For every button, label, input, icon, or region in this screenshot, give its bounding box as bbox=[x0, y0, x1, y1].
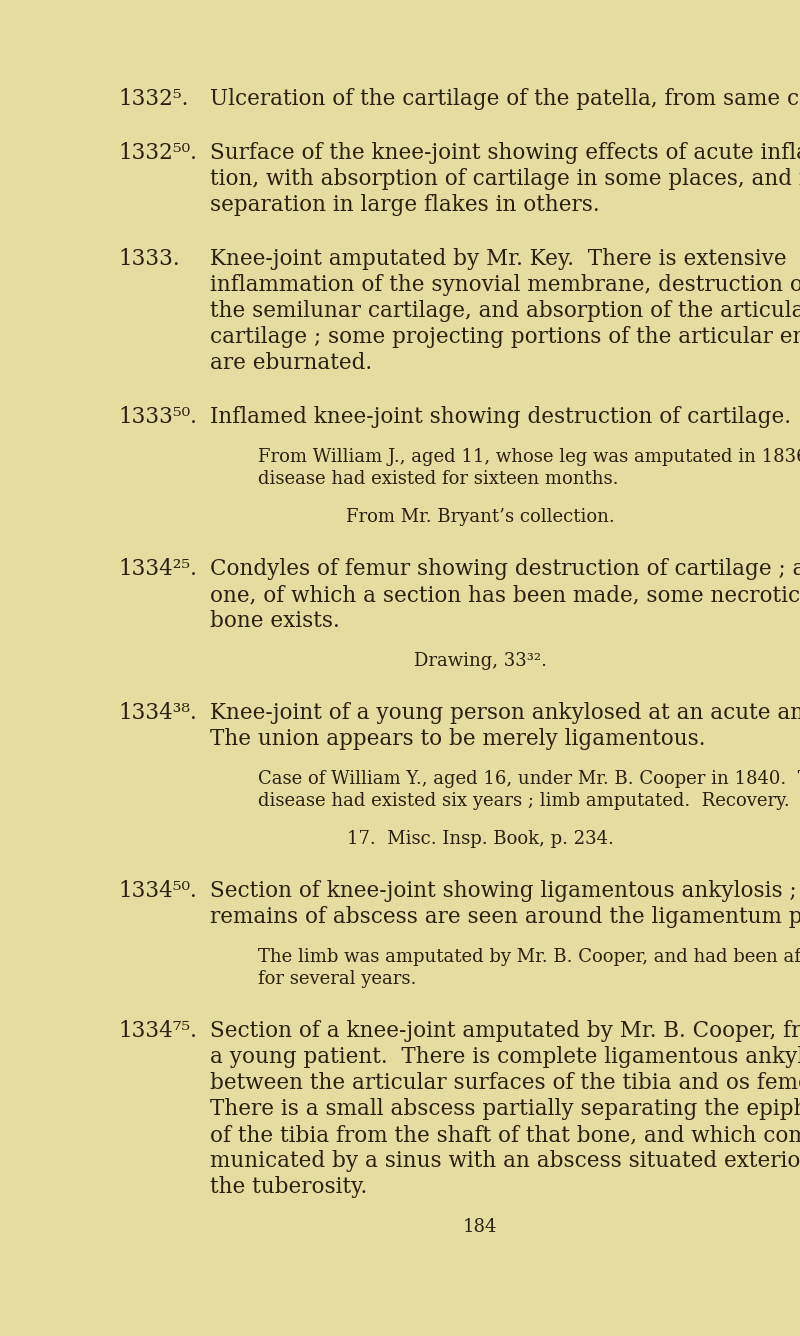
Text: Drawing, 33³².: Drawing, 33³². bbox=[414, 652, 546, 669]
Text: a young patient.  There is complete ligamentous ankylosis: a young patient. There is complete ligam… bbox=[210, 1046, 800, 1067]
Text: Knee-joint amputated by Mr. Key.  There is extensive: Knee-joint amputated by Mr. Key. There i… bbox=[210, 248, 786, 270]
Text: remains of abscess are seen around the ligamentum patellæ.: remains of abscess are seen around the l… bbox=[210, 906, 800, 929]
Text: 1334⁵⁰.: 1334⁵⁰. bbox=[118, 880, 197, 902]
Text: 1333⁵⁰.: 1333⁵⁰. bbox=[118, 406, 197, 428]
Text: 1332⁵.: 1332⁵. bbox=[118, 88, 188, 110]
Text: 17.  Misc. Insp. Book, p. 234.: 17. Misc. Insp. Book, p. 234. bbox=[346, 830, 614, 848]
Text: between the articular surfaces of the tibia and os femoris.: between the articular surfaces of the ti… bbox=[210, 1071, 800, 1094]
Text: Ulceration of the cartilage of the patella, from same case.: Ulceration of the cartilage of the patel… bbox=[210, 88, 800, 110]
Text: cartilage ; some projecting portions of the articular ends: cartilage ; some projecting portions of … bbox=[210, 326, 800, 347]
Text: the semilunar cartilage, and absorption of the articular: the semilunar cartilage, and absorption … bbox=[210, 301, 800, 322]
Text: The union appears to be merely ligamentous.: The union appears to be merely ligamento… bbox=[210, 728, 706, 749]
Text: Surface of the knee-joint showing effects of acute inflamma-: Surface of the knee-joint showing effect… bbox=[210, 142, 800, 164]
Text: 1334⁷⁵.: 1334⁷⁵. bbox=[118, 1019, 197, 1042]
Text: 1334²⁵.: 1334²⁵. bbox=[118, 558, 197, 580]
Text: Condyles of femur showing destruction of cartilage ; and in: Condyles of femur showing destruction of… bbox=[210, 558, 800, 580]
Text: tion, with absorption of cartilage in some places, and its: tion, with absorption of cartilage in so… bbox=[210, 168, 800, 190]
Text: bone exists.: bone exists. bbox=[210, 611, 340, 632]
Text: disease had existed six years ; limb amputated.  Recovery.: disease had existed six years ; limb amp… bbox=[258, 792, 790, 810]
Text: 1333.: 1333. bbox=[118, 248, 180, 270]
Text: From William J., aged 11, whose leg was amputated in 1836.  The: From William J., aged 11, whose leg was … bbox=[258, 448, 800, 466]
Text: 1332⁵⁰.: 1332⁵⁰. bbox=[118, 142, 197, 164]
Text: There is a small abscess partially separating the epiphysis: There is a small abscess partially separ… bbox=[210, 1098, 800, 1120]
Text: Section of a knee-joint amputated by Mr. B. Cooper, from: Section of a knee-joint amputated by Mr.… bbox=[210, 1019, 800, 1042]
Text: inflammation of the synovial membrane, destruction of: inflammation of the synovial membrane, d… bbox=[210, 274, 800, 297]
Text: From Mr. Bryant’s collection.: From Mr. Bryant’s collection. bbox=[346, 508, 614, 526]
Text: The limb was amputated by Mr. B. Cooper, and had been affected: The limb was amputated by Mr. B. Cooper,… bbox=[258, 949, 800, 966]
Text: disease had existed for sixteen months.: disease had existed for sixteen months. bbox=[258, 470, 618, 488]
Text: Section of knee-joint showing ligamentous ankylosis ;: Section of knee-joint showing ligamentou… bbox=[210, 880, 797, 902]
Text: separation in large flakes in others.: separation in large flakes in others. bbox=[210, 194, 600, 216]
Text: municated by a sinus with an abscess situated exterior to: municated by a sinus with an abscess sit… bbox=[210, 1150, 800, 1172]
Text: the tuberosity.: the tuberosity. bbox=[210, 1176, 367, 1198]
Text: for several years.: for several years. bbox=[258, 970, 416, 989]
Text: of the tibia from the shaft of that bone, and which com-: of the tibia from the shaft of that bone… bbox=[210, 1124, 800, 1146]
Text: 1334³⁸.: 1334³⁸. bbox=[118, 701, 197, 724]
Text: Case of William Y., aged 16, under Mr. B. Cooper in 1840.  The: Case of William Y., aged 16, under Mr. B… bbox=[258, 770, 800, 788]
Text: Inflamed knee-joint showing destruction of cartilage.: Inflamed knee-joint showing destruction … bbox=[210, 406, 791, 428]
Text: 184: 184 bbox=[463, 1218, 497, 1236]
Text: one, of which a section has been made, some necrotic: one, of which a section has been made, s… bbox=[210, 584, 800, 607]
Text: are eburnated.: are eburnated. bbox=[210, 351, 372, 374]
Text: Knee-joint of a young person ankylosed at an acute angle.: Knee-joint of a young person ankylosed a… bbox=[210, 701, 800, 724]
